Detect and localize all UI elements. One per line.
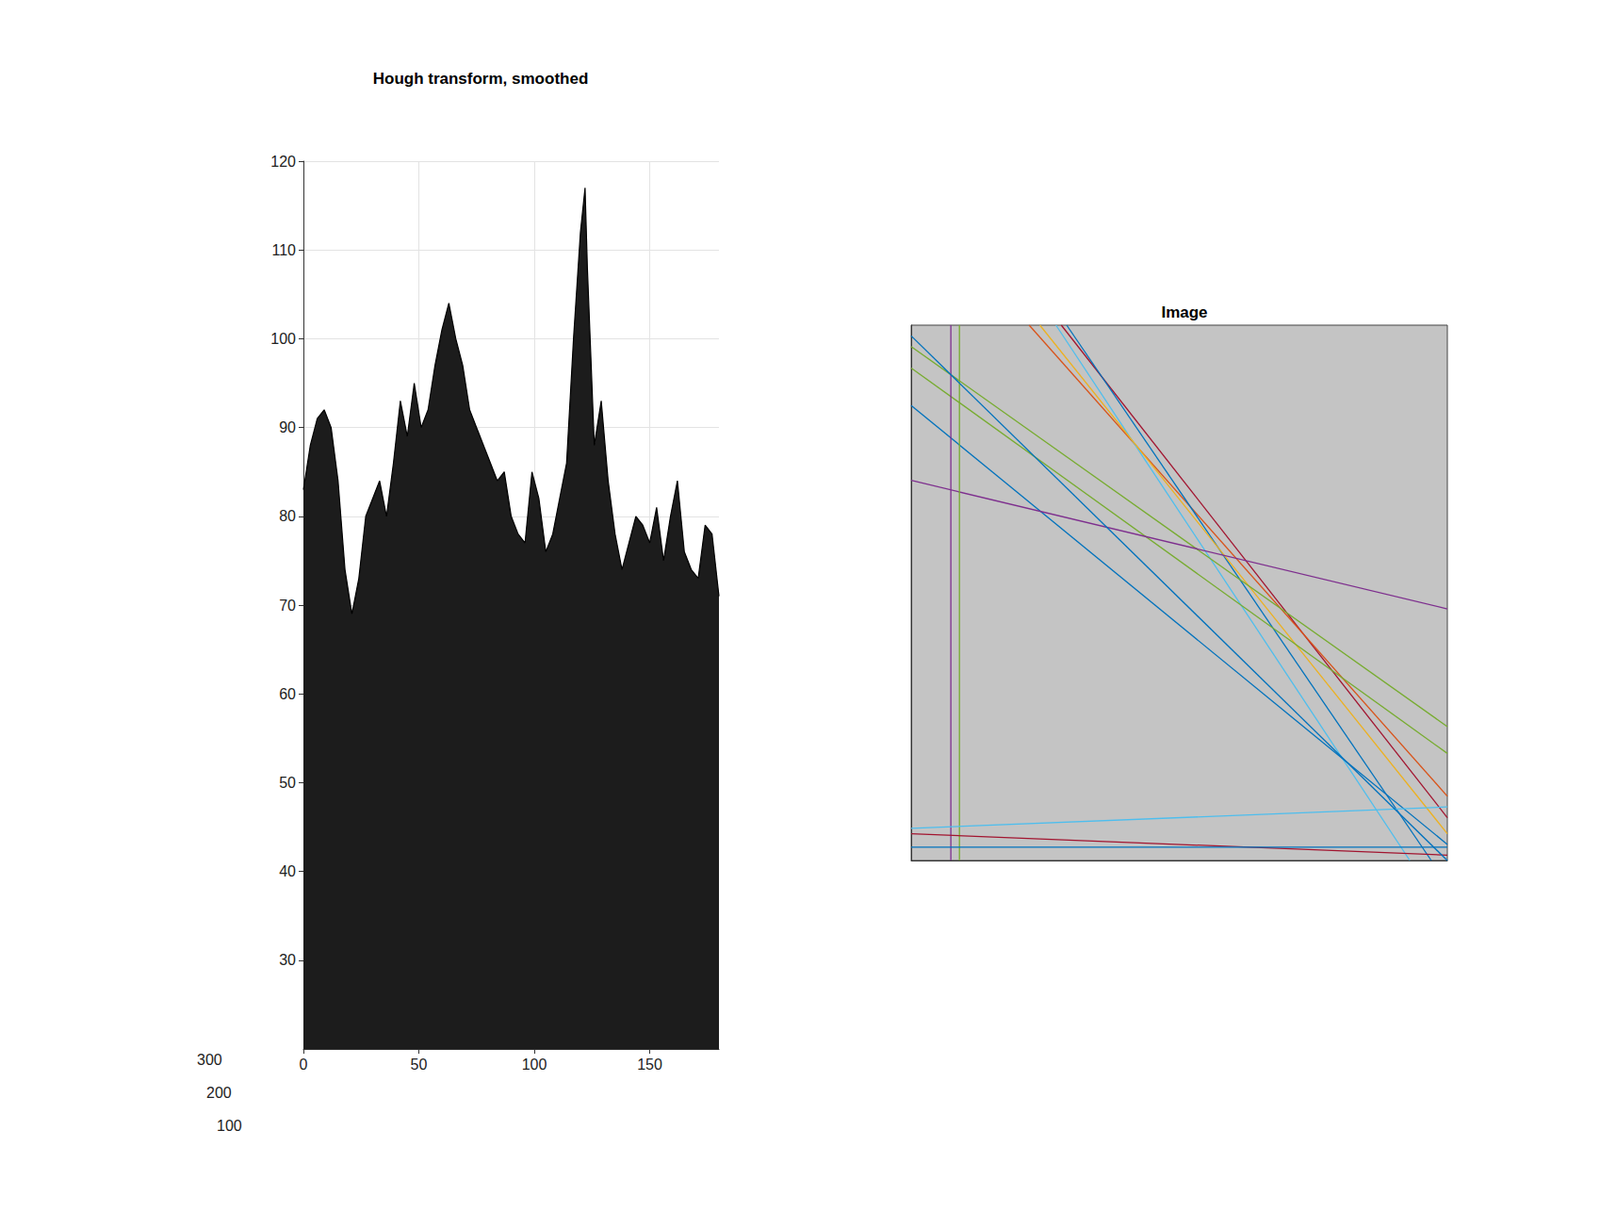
svg-text:100: 100	[216, 1117, 243, 1134]
svg-text:150: 150	[636, 1056, 663, 1073]
svg-text:50: 50	[410, 1056, 428, 1073]
svg-text:80: 80	[278, 507, 296, 524]
svg-text:40: 40	[278, 863, 296, 880]
svg-text:100: 100	[270, 330, 296, 347]
svg-text:120: 120	[270, 153, 296, 170]
svg-text:70: 70	[278, 597, 296, 614]
svg-text:200: 200	[206, 1084, 232, 1101]
svg-text:110: 110	[271, 242, 296, 259]
svg-text:50: 50	[278, 774, 296, 791]
svg-text:300: 300	[196, 1051, 223, 1068]
svg-text:60: 60	[278, 685, 296, 703]
svg-text:Image: Image	[1160, 303, 1208, 322]
svg-text:30: 30	[278, 951, 296, 968]
svg-text:100: 100	[522, 1056, 548, 1073]
svg-text:90: 90	[278, 419, 296, 436]
svg-text:Hough transform, smoothed: Hough transform, smoothed	[373, 69, 589, 88]
svg-text:0: 0	[299, 1056, 309, 1073]
